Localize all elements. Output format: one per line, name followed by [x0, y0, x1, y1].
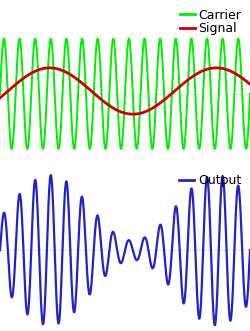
Legend: Carrier, Signal: Carrier, Signal	[177, 6, 244, 38]
Legend: Output: Output	[177, 172, 244, 190]
